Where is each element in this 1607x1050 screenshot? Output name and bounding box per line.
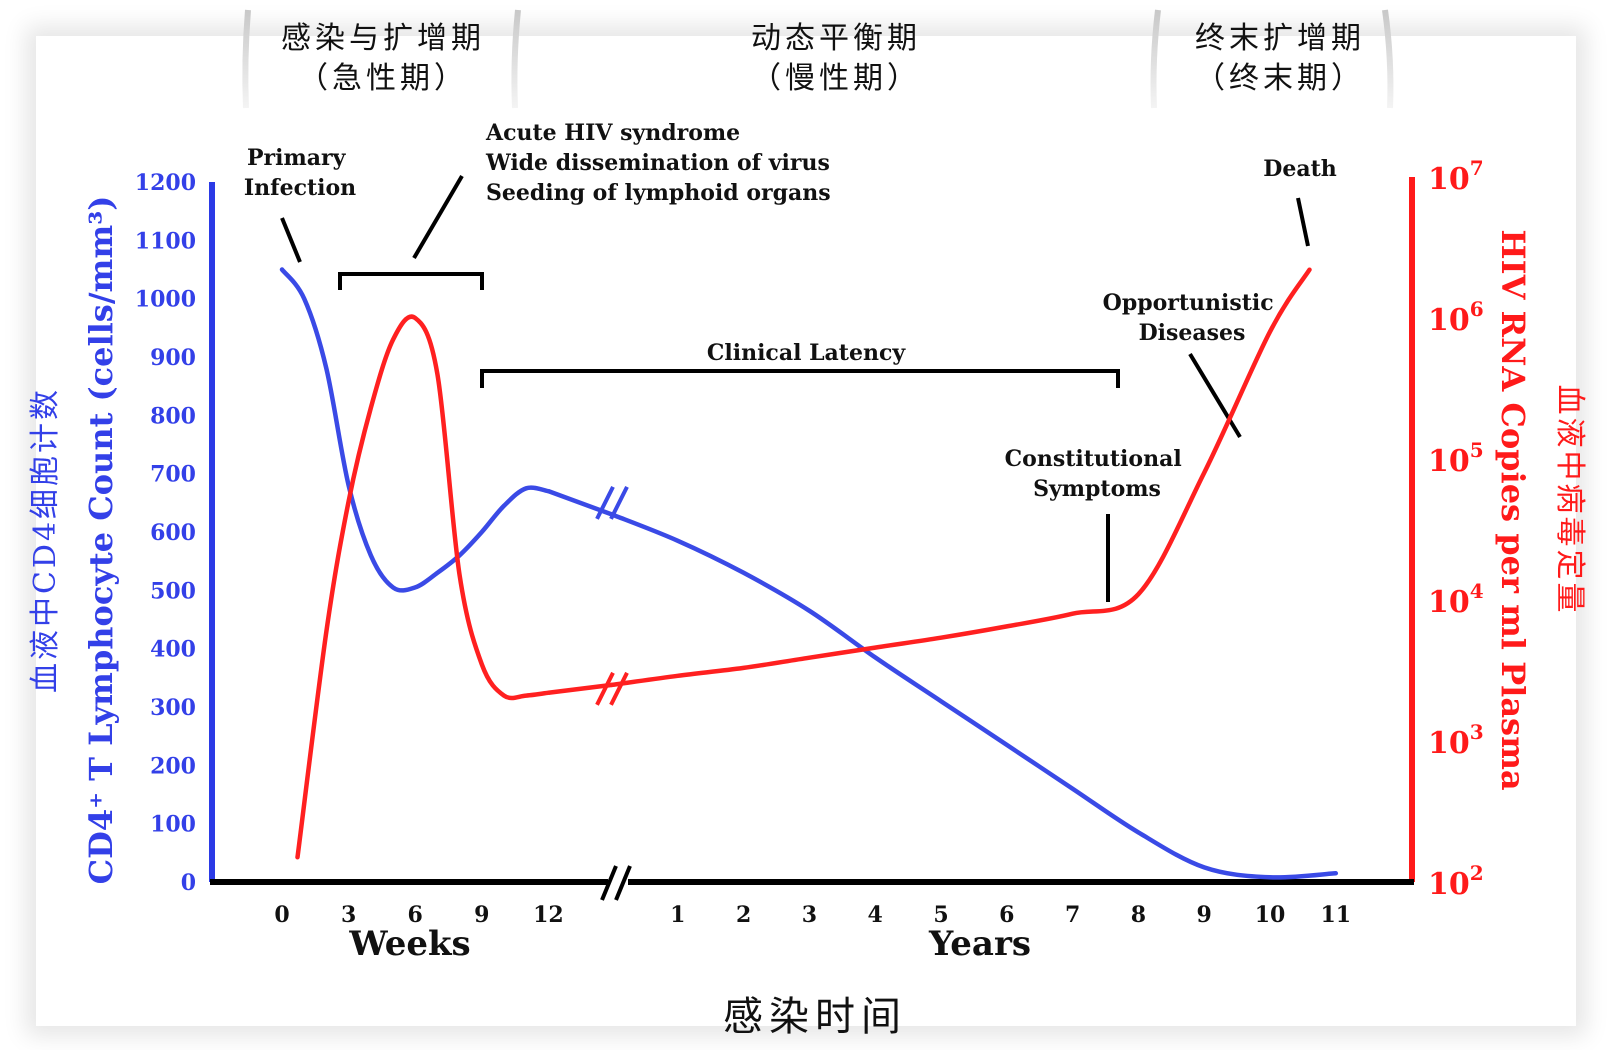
left-tick-label: 200	[150, 753, 196, 779]
left-tick-label: 800	[150, 403, 196, 429]
left-tick-label: 1100	[135, 228, 196, 254]
phase-3-title: 终末扩增期	[1195, 21, 1365, 56]
right-axis-label-cn: 血液中病毒定量	[1552, 385, 1587, 616]
x-tick-label-years: 4	[868, 902, 883, 928]
x-axis-ticks: 0 3 6 9 12 1 2 3 4 5 6 7 8 9 10 11	[274, 902, 1351, 928]
right-tick-label: 104	[1428, 579, 1484, 620]
series-layer	[279, 267, 1339, 880]
right-tick-label: 103	[1428, 720, 1484, 761]
series-line-cd4-weeks	[279, 267, 551, 593]
weeks-label: Weeks	[348, 924, 470, 964]
left-tick-label: 900	[150, 345, 196, 371]
left-tick-label: 500	[150, 578, 196, 604]
phase-2-title: 动态平衡期	[751, 21, 921, 56]
right-tick-label: 107	[1428, 156, 1484, 197]
x-tick-label-years: 3	[802, 902, 817, 928]
x-tick-label-years: 2	[736, 902, 751, 928]
left-tick-label: 400	[150, 637, 196, 663]
left-axis-label: CD4⁺ T Lymphocyte Count (cells/mm³)	[82, 196, 120, 885]
x-tick-label-years: 7	[1065, 902, 1080, 928]
series-break-mark	[609, 671, 629, 706]
x-tick-label-weeks: 3	[341, 902, 356, 928]
series-line-cd4-years	[609, 512, 1339, 880]
x-tick-label-weeks: 0	[274, 902, 289, 928]
series-break-mark	[595, 485, 615, 520]
x-axis-break	[600, 865, 632, 901]
annotation-opportunistic-diseases: Opportunistic Diseases	[1103, 290, 1282, 346]
left-tick-label: 1200	[135, 170, 196, 196]
series-line-hiv-rna-years	[609, 267, 1312, 688]
right-tick-label: 102	[1428, 861, 1484, 902]
right-tick-label: 106	[1428, 297, 1484, 338]
years-label: Years	[928, 924, 1031, 964]
annotation-primary-infection: Primary Infection	[244, 145, 356, 201]
x-tick-label-weeks: 12	[533, 902, 564, 928]
left-tick-label: 0	[181, 870, 196, 896]
latency-bracket	[480, 369, 1120, 388]
phase-1-subtitle: （急性期）	[298, 61, 468, 96]
annotation-pointers	[280, 174, 1310, 602]
right-axis-label: HIV RNA Copies per ml Plasma	[1494, 229, 1532, 790]
annotation-death: Death	[1263, 156, 1337, 182]
x-axis-title: 感染时间	[723, 994, 907, 1040]
series-break-connector	[548, 682, 613, 695]
series-break-mark	[609, 485, 629, 520]
x-tick-label-weeks: 6	[408, 902, 423, 928]
phase-2-subtitle: （慢性期）	[751, 61, 921, 96]
series-break-mark	[595, 671, 615, 706]
right-axis-ticks: 107 106 105 104 103 102	[1428, 156, 1484, 902]
x-tick-label-years: 10	[1255, 902, 1286, 928]
left-tick-label: 700	[150, 462, 196, 488]
x-tick-label-years: 6	[999, 902, 1014, 928]
left-tick-label: 100	[150, 812, 196, 838]
acute-bracket	[338, 272, 484, 290]
series-line-hiv-rna-weeks	[295, 314, 551, 860]
annotation-constitutional-symptoms: Constitutional Symptoms	[1005, 446, 1190, 502]
x-tick-label-years: 1	[670, 902, 685, 928]
x-tick-label-weeks: 9	[474, 902, 489, 928]
chart-card	[36, 36, 1576, 1026]
x-tick-label-years: 8	[1131, 902, 1146, 928]
right-tick-label: 105	[1428, 438, 1484, 479]
x-tick-label-years: 5	[933, 902, 948, 928]
phase-1-title: 感染与扩增期	[281, 21, 485, 56]
x-tick-label-years: 11	[1320, 902, 1351, 928]
left-tick-label: 1000	[135, 287, 196, 313]
annotation-acute-syndrome: Acute HIV syndrome Wide dissemination of…	[485, 120, 838, 206]
x-tick-label-years: 9	[1197, 902, 1212, 928]
annotation-clinical-latency: Clinical Latency	[707, 340, 907, 366]
phase-3-subtitle: （终末期）	[1195, 61, 1365, 96]
left-axis-ticks: 0 100 200 300 400 500 600 700 800 900 1000 1100 1200	[135, 170, 196, 896]
left-tick-label: 600	[150, 520, 196, 546]
left-axis-label-cn: 血液中CD4细胞计数	[28, 387, 63, 693]
phase-separators	[242, 9, 1394, 109]
left-tick-label: 300	[150, 695, 196, 721]
